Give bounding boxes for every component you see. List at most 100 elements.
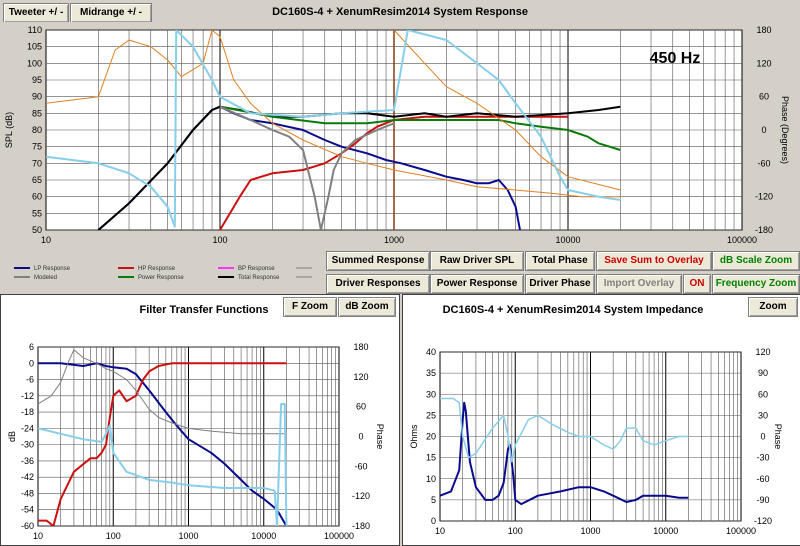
y-tick-label: 80 xyxy=(32,125,42,135)
y-tick-label: 110 xyxy=(28,25,42,35)
y2-tick-label: 90 xyxy=(758,368,768,378)
y2-tick-label: -120 xyxy=(754,516,772,526)
x-tick-label: 10 xyxy=(41,235,51,245)
y2-tick-label: -180 xyxy=(755,225,773,235)
y2-tick-label: -120 xyxy=(755,192,773,202)
power-response-button[interactable]: Power Response xyxy=(430,274,524,294)
y2-tick-label: 0 xyxy=(358,432,363,442)
series-line-total-phase xyxy=(46,30,621,228)
series-line-hp-response xyxy=(219,115,568,230)
y2-axis-label: Phase (Degrees) xyxy=(780,96,790,164)
y2-tick-label: -30 xyxy=(756,453,769,463)
x-tick-label: 100000 xyxy=(726,526,756,536)
y2-tick-label: 120 xyxy=(353,372,368,382)
series-line-driver-phase-lp- xyxy=(393,30,621,191)
raw-driver-spl-button[interactable]: Raw Driver SPL xyxy=(430,251,524,271)
driver-responses-button[interactable]: Driver Responses xyxy=(326,274,430,294)
y-tick-label: -48 xyxy=(21,488,34,498)
x-tick-label: 1000 xyxy=(384,235,404,245)
chart-title: DC160S-4 + XenumResim2014 System Impedan… xyxy=(443,304,704,316)
y-tick-label: 35 xyxy=(426,368,436,378)
y-tick-label: 15 xyxy=(426,453,436,463)
y2-tick-label: 120 xyxy=(755,347,770,357)
x-tick-label: 100 xyxy=(212,235,227,245)
y-tick-label: 65 xyxy=(32,175,42,185)
x-tick-label: 10000 xyxy=(251,531,276,541)
summed-response-button[interactable]: Summed Response xyxy=(326,251,430,271)
y2-axis-label: Phase xyxy=(375,424,385,450)
series-line-impedance xyxy=(440,401,689,506)
y-tick-label: -36 xyxy=(21,456,34,466)
tweeter-button[interactable]: Tweeter +/ - xyxy=(3,3,69,23)
y-tick-label: 95 xyxy=(32,75,42,85)
legend-label: BP Response xyxy=(238,266,275,272)
x-tick-label: 10000 xyxy=(653,526,678,536)
y-tick-label: 0 xyxy=(29,358,34,368)
y2-tick-label: 60 xyxy=(356,402,366,412)
y2-tick-label: 30 xyxy=(758,410,768,420)
y-tick-label: 85 xyxy=(32,108,42,118)
y2-tick-label: 60 xyxy=(759,92,769,102)
y-tick-label: 105 xyxy=(27,42,42,52)
y-tick-label: -24 xyxy=(21,423,34,433)
total-phase-button[interactable]: Total Phase xyxy=(525,251,595,271)
y2-tick-label: -90 xyxy=(756,495,769,505)
import-overlay-button[interactable]: Import Overlay xyxy=(596,274,682,294)
x-tick-label: 100 xyxy=(106,531,121,541)
db-scale-zoom-button[interactable]: dB Scale Zoom xyxy=(712,251,800,271)
series-line-modeled xyxy=(38,349,287,435)
on-indicator[interactable]: ON xyxy=(683,274,711,294)
x-tick-label: 1000 xyxy=(580,526,600,536)
y-tick-label: 6 xyxy=(29,342,34,352)
frequency-annotation: 450 Hz xyxy=(650,50,701,67)
y-axis-label: Ohms xyxy=(409,424,419,449)
y-tick-label: 10 xyxy=(426,474,436,484)
legend-label: Modeled xyxy=(34,275,57,281)
y-axis-label: SPL (dB) xyxy=(4,112,14,148)
y2-tick-label: 120 xyxy=(756,58,771,68)
series-line-power-response xyxy=(219,105,621,151)
y-tick-label: -54 xyxy=(21,505,34,515)
driver-phase-button[interactable]: Driver Phase xyxy=(525,274,595,294)
y-tick-label: 0 xyxy=(431,516,436,526)
save-sum-overlay-button[interactable]: Save Sum to Overlay xyxy=(596,251,712,271)
x-tick-label: 100000 xyxy=(324,531,354,541)
legend-label: HP Response xyxy=(138,266,176,272)
x-tick-label: 1000 xyxy=(178,531,198,541)
system-impedance-chart: 40353025201510501209060300-30-60-90-1201… xyxy=(409,304,783,536)
y-tick-label: -18 xyxy=(21,407,34,417)
system-response-chart: 110 105 100 95 90 85 80 75 70 65 60 55 50 180 120 60 0 -6… xyxy=(4,25,790,281)
series-line-modeled xyxy=(219,105,395,230)
y-tick-label: 100 xyxy=(27,58,42,68)
y-tick-label: 70 xyxy=(32,158,42,168)
system-impedance-panel: 40 35 30 25 20 15 10 5 0 120 90 60 30 0 -30 -60 -90 -120 1… xyxy=(402,294,800,546)
y2-tick-label: 180 xyxy=(756,25,771,35)
f-zoom-button[interactable]: F Zoom xyxy=(283,297,337,317)
y-tick-label: 75 xyxy=(32,142,42,152)
legend-label: LP Response xyxy=(34,266,71,272)
y-axis-label: dB xyxy=(7,431,17,442)
frequency-zoom-button[interactable]: Frequency Zoom xyxy=(712,274,800,294)
system-response-panel: 110 105 100 95 90 85 80 75 70 65 60 55 50 180 120 60 0 -6… xyxy=(0,22,800,290)
chart-title: Filter Transfer Functions xyxy=(140,304,269,316)
series-line-phase xyxy=(38,403,288,526)
x-tick-label: 10 xyxy=(33,531,43,541)
y2-tick-label: 0 xyxy=(760,432,765,442)
y-tick-label: -6 xyxy=(26,375,34,385)
y2-tick-label: 180 xyxy=(353,342,368,352)
y-tick-label: 60 xyxy=(32,192,42,202)
y-tick-label: -42 xyxy=(21,472,34,482)
y-tick-label: 5 xyxy=(431,495,436,505)
legend-label: Power Response xyxy=(138,275,184,281)
zoom-button[interactable]: Zoom xyxy=(748,297,798,317)
series-line-hp-transfer xyxy=(38,362,287,526)
db-zoom-button[interactable]: dB Zoom xyxy=(338,297,396,317)
y-tick-label: -12 xyxy=(21,391,34,401)
y2-tick-label: -60 xyxy=(756,474,769,484)
y-tick-label: 30 xyxy=(426,389,436,399)
midrange-button[interactable]: Midrange +/ - xyxy=(70,3,152,23)
y2-tick-label: -180 xyxy=(352,521,370,531)
y-tick-label: 25 xyxy=(426,410,436,420)
filter-transfer-chart: 60-6-12-18-24-30-36-42-48-54-60180120600… xyxy=(7,304,385,541)
x-tick-label: 10000 xyxy=(555,235,580,245)
